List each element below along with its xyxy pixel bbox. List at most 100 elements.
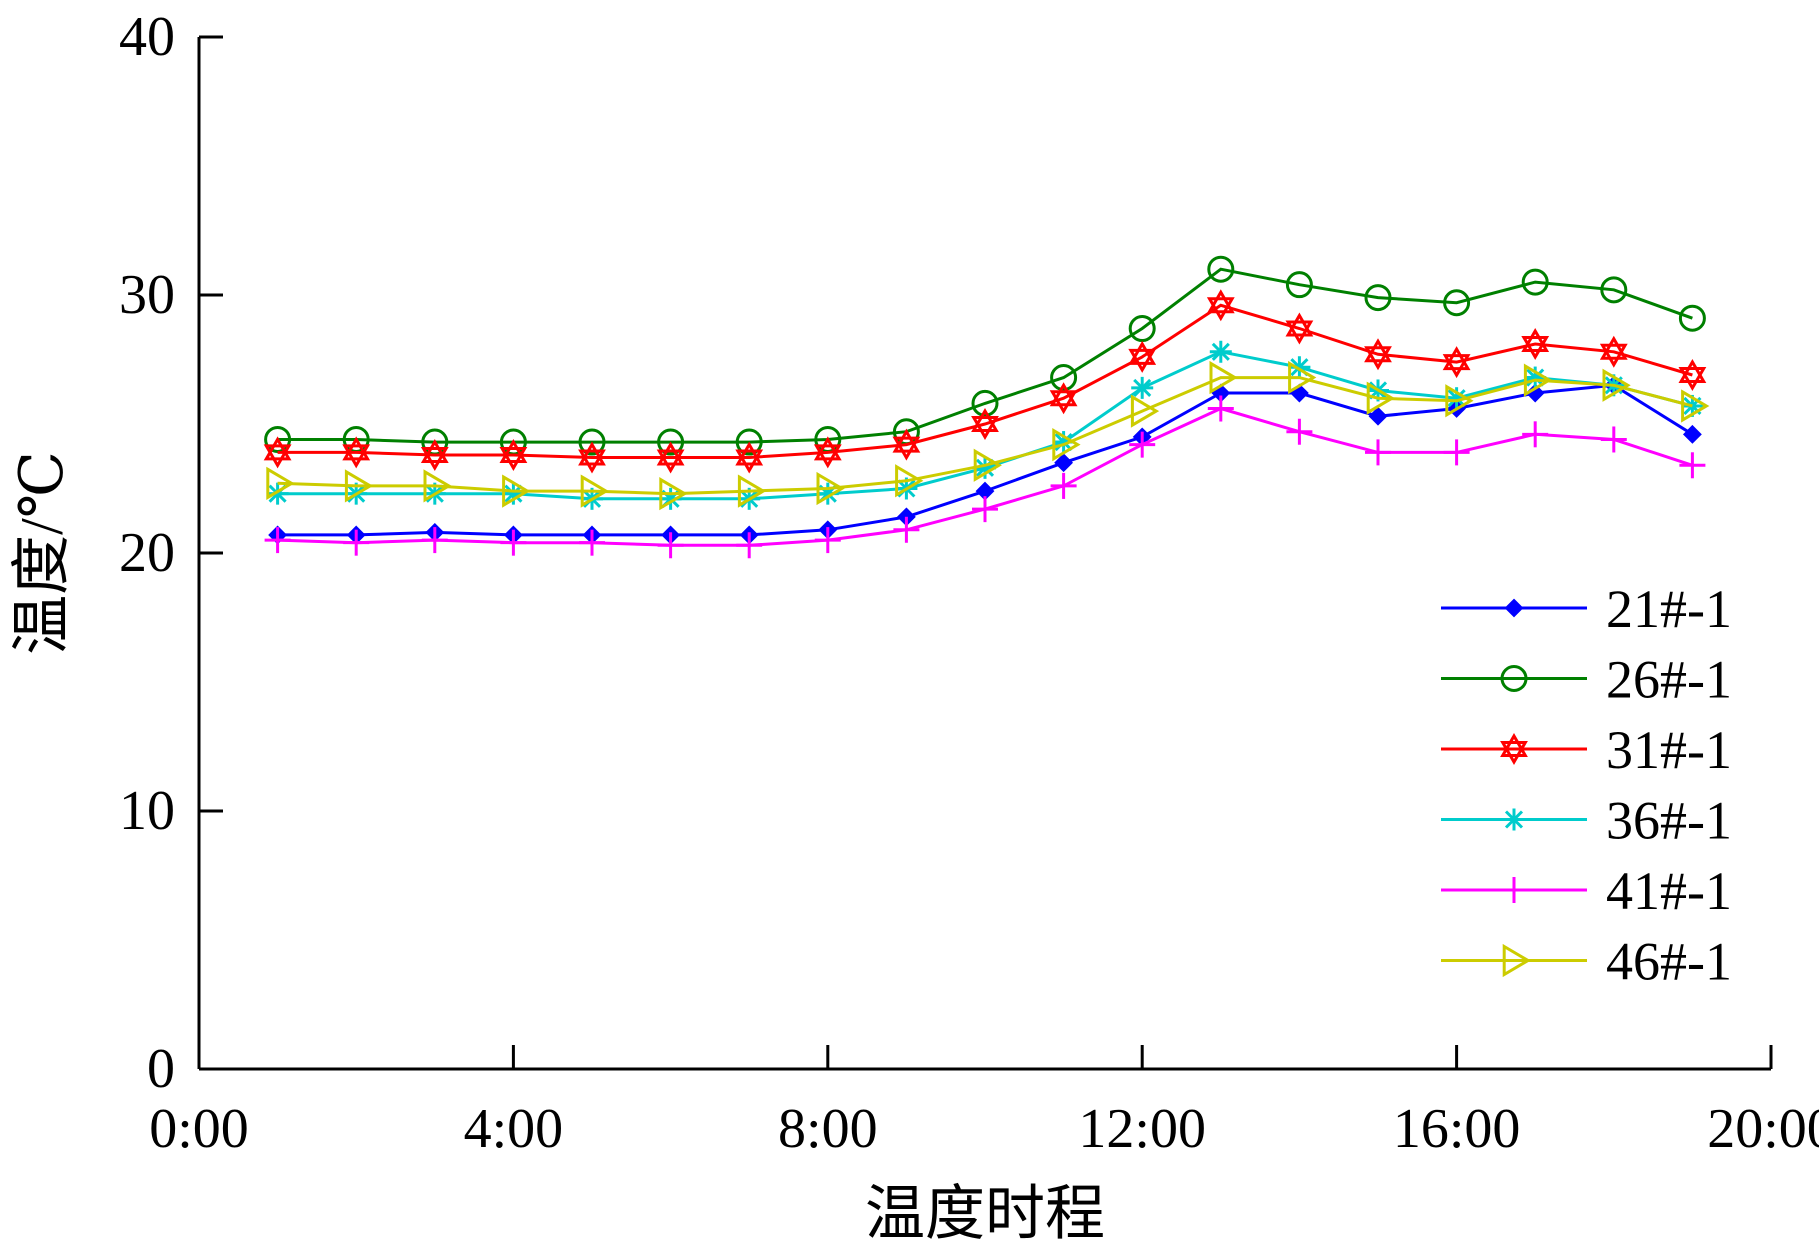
data-point <box>1678 304 1706 332</box>
data-point <box>1368 406 1388 426</box>
data-point <box>1209 360 1238 395</box>
legend-label: 26#-1 <box>1606 650 1732 710</box>
data-point <box>420 439 449 471</box>
y-axis-label: 温度/℃ <box>9 451 75 655</box>
data-point <box>1128 315 1156 343</box>
legend-label: 21#-1 <box>1606 579 1732 639</box>
series-line <box>277 376 1693 496</box>
legend-label: 31#-1 <box>1606 720 1732 780</box>
data-point <box>344 469 374 503</box>
data-point <box>1681 389 1710 423</box>
data-point <box>1443 439 1470 466</box>
series-layer <box>263 255 1710 559</box>
data-point <box>1288 360 1317 395</box>
data-point <box>263 436 292 469</box>
data-point <box>1049 382 1078 415</box>
data-point <box>500 529 527 556</box>
legend-label: 41#-1 <box>1606 861 1732 921</box>
legend-marker <box>1503 808 1525 831</box>
data-point <box>502 474 531 508</box>
data-point <box>1678 359 1707 391</box>
data-point <box>1050 472 1077 499</box>
data-point <box>1052 428 1081 462</box>
data-point <box>737 474 767 508</box>
data-point <box>1600 276 1628 304</box>
data-point <box>895 464 924 498</box>
series-line <box>277 303 1693 459</box>
data-point <box>1131 376 1154 399</box>
data-point <box>1285 312 1314 345</box>
y-tick-label: 40 <box>119 6 175 68</box>
data-point <box>266 466 295 500</box>
data-point <box>814 527 841 554</box>
data-point <box>1054 453 1074 473</box>
data-point <box>1522 421 1549 448</box>
data-point <box>1207 395 1234 422</box>
legend-item: 41#-1 <box>1441 861 1732 921</box>
legend-marker <box>1500 733 1528 765</box>
data-point <box>816 471 845 506</box>
y-tick-label: 30 <box>119 264 175 326</box>
data-point <box>656 441 685 474</box>
y-tick-label: 0 <box>147 1038 175 1100</box>
data-point <box>1521 268 1549 296</box>
series-41#-1 <box>264 395 1706 559</box>
legend: 21#-1 26#-1 31#-1 36#-1 41#-1 46#-1 <box>1441 579 1732 992</box>
data-point <box>893 516 920 543</box>
data-point <box>1365 439 1391 466</box>
data-point <box>1207 255 1235 283</box>
data-point <box>1285 271 1313 299</box>
y-tick-label: 20 <box>119 522 175 584</box>
data-point <box>1602 368 1631 402</box>
data-point <box>1600 426 1627 453</box>
data-point <box>421 527 448 554</box>
legend-marker <box>1502 943 1531 978</box>
data-point <box>973 448 1002 482</box>
data-point <box>1050 364 1078 392</box>
data-point <box>1679 452 1706 479</box>
x-tick-label: 4:00 <box>464 1098 564 1160</box>
legend-item: 36#-1 <box>1441 791 1732 851</box>
data-point <box>1364 338 1392 371</box>
data-point <box>499 439 528 471</box>
y-tick-label: 10 <box>119 780 175 842</box>
data-point <box>264 527 291 554</box>
legend-item: 26#-1 <box>1441 650 1732 710</box>
data-point <box>659 477 688 511</box>
data-point <box>578 428 606 456</box>
x-axis-label: 温度时程 <box>865 1181 1105 1247</box>
data-point <box>1445 384 1474 418</box>
series-46#-1 <box>266 360 1710 511</box>
data-point <box>657 428 685 456</box>
legend-marker <box>1504 598 1524 618</box>
x-tick-label: 8:00 <box>778 1098 878 1160</box>
data-point <box>892 428 921 461</box>
data-point <box>1130 394 1160 428</box>
legend-marker <box>1500 665 1528 692</box>
legend-label: 36#-1 <box>1606 791 1732 851</box>
series-31#-1 <box>263 289 1707 474</box>
axes: 0 10 20 30 40 0:00 4:00 8:00 12:00 16:00 20:00 <box>119 6 1819 1160</box>
data-point <box>971 408 999 440</box>
legend-label: 46#-1 <box>1606 932 1732 992</box>
x-tick-label: 12:00 <box>1078 1098 1206 1160</box>
data-point <box>1366 381 1395 415</box>
data-point <box>578 441 606 474</box>
data-point <box>971 389 999 417</box>
data-point <box>736 532 763 559</box>
data-point <box>972 496 998 523</box>
data-point <box>1128 340 1157 373</box>
x-tick-label: 16:00 <box>1393 1098 1521 1160</box>
data-point <box>1364 284 1392 312</box>
x-tick-label: 20:00 <box>1707 1098 1819 1160</box>
data-point <box>502 482 525 505</box>
data-point <box>580 474 609 508</box>
data-point <box>342 436 371 469</box>
data-point <box>1523 363 1553 397</box>
data-point <box>1521 328 1550 360</box>
data-point <box>579 529 605 556</box>
data-point <box>657 532 684 559</box>
legend-item: 31#-1 <box>1441 720 1732 780</box>
data-point <box>1682 424 1702 444</box>
